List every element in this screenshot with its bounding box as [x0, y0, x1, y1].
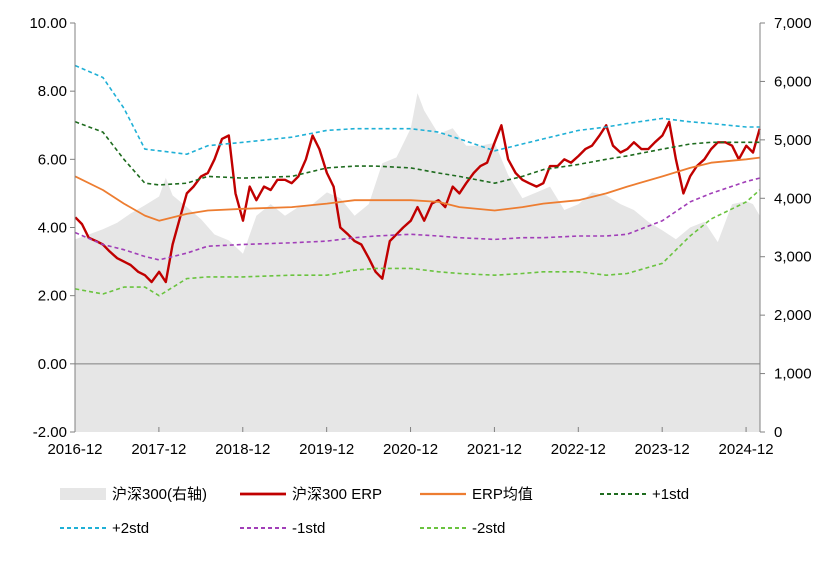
right-tick-label: 0: [774, 424, 782, 441]
legend-item: +1std: [600, 486, 689, 503]
index-area-layer: [75, 93, 760, 432]
right-tick-label: 7,000: [774, 15, 812, 32]
x-tick-label: 2016-12: [47, 441, 102, 458]
right-tick-label: 4,000: [774, 190, 812, 207]
left-tick-label: -2.00: [33, 424, 67, 441]
x-tick-label: 2022-12: [551, 441, 606, 458]
axes-layer: -2.00 0.00 2.00 4.00 6.00 8.00 10.00 0 1,000 2,00…: [29, 15, 811, 458]
legend-label: 沪深300 ERP: [292, 486, 382, 503]
series-area-csi300: [75, 93, 760, 432]
right-tick-label: 6,000: [774, 73, 812, 90]
x-tick-label: 2018-12: [215, 441, 270, 458]
left-tick-label: 6.00: [38, 151, 67, 168]
x-tick-label: 2021-12: [467, 441, 522, 458]
series-line-1: [74, 120, 761, 284]
legend-label: ERP均值: [472, 486, 533, 503]
legend: 沪深300(右轴) 沪深300 ERP ERP均值 +1std +2std -1std -2…: [60, 486, 689, 537]
legend-item: +2std: [60, 520, 149, 537]
left-tick-label: 2.00: [38, 288, 67, 305]
series-line-6: [75, 189, 761, 297]
right-tick-label: 5,000: [774, 132, 812, 149]
legend-item: -1std: [240, 520, 325, 537]
legend-item: -2std: [420, 520, 505, 537]
legend-item: 沪深300 ERP: [240, 486, 382, 503]
series-line-3: [75, 121, 760, 186]
legend-label: +2std: [112, 520, 149, 537]
x-tick-label: 2019-12: [299, 441, 354, 458]
series-line-5: [74, 177, 760, 261]
legend-label: 沪深300(右轴): [112, 486, 207, 503]
x-tick-label: 2020-12: [383, 441, 438, 458]
series-line-2: [74, 156, 760, 222]
right-tick-label: 3,000: [774, 249, 812, 266]
legend-item: ERP均值: [420, 486, 533, 503]
right-tick-label: 1,000: [774, 366, 812, 383]
x-tick-label: 2024-12: [719, 441, 774, 458]
legend-label: -2std: [472, 520, 505, 537]
legend-swatch: [60, 488, 106, 500]
legend-item: 沪深300(右轴): [60, 486, 207, 503]
left-tick-label: 0.00: [38, 356, 67, 373]
left-tick-label: 10.00: [29, 15, 67, 32]
left-tick-label: 4.00: [38, 220, 67, 237]
series-lines-layer: [74, 64, 761, 297]
x-tick-label: 2023-12: [635, 441, 690, 458]
right-tick-label: 2,000: [774, 307, 812, 324]
x-tick-label: 2017-12: [131, 441, 186, 458]
legend-label: -1std: [292, 520, 325, 537]
left-tick-label: 8.00: [38, 83, 67, 100]
legend-label: +1std: [652, 486, 689, 503]
